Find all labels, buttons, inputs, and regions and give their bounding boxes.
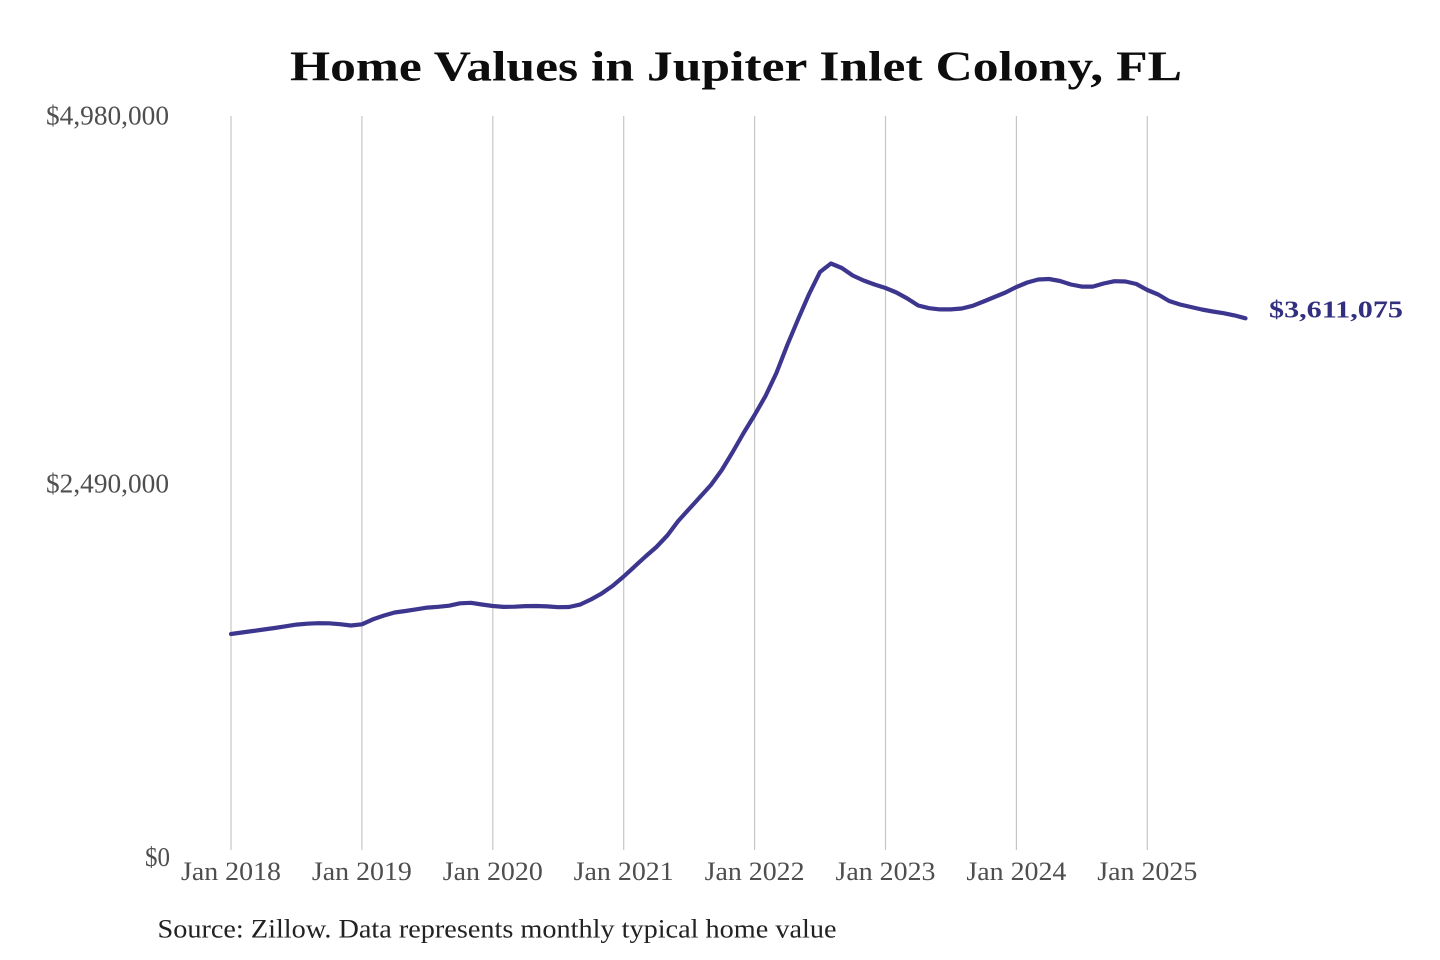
svg-text:Home Values in Jupiter Inlet C: Home Values in Jupiter Inlet Colony, FL (290, 44, 1182, 91)
svg-text:Jan 2019: Jan 2019 (312, 857, 412, 886)
svg-text:Jan 2020: Jan 2020 (443, 857, 543, 886)
svg-text:$2,490,000: $2,490,000 (46, 468, 169, 498)
svg-text:Jan 2025: Jan 2025 (1097, 857, 1197, 886)
svg-text:Jan 2024: Jan 2024 (966, 857, 1066, 886)
svg-text:$3,611,075: $3,611,075 (1269, 297, 1403, 323)
svg-text:$4,980,000: $4,980,000 (46, 100, 169, 130)
svg-text:Jan 2021: Jan 2021 (574, 857, 674, 886)
svg-text:$0: $0 (145, 842, 170, 872)
svg-text:Jan 2023: Jan 2023 (836, 857, 936, 886)
svg-text:Jan 2022: Jan 2022 (705, 857, 805, 886)
svg-text:Jan 2018: Jan 2018 (181, 857, 281, 886)
svg-text:Source: Zillow. Data represent: Source: Zillow. Data represents monthly … (158, 915, 837, 944)
